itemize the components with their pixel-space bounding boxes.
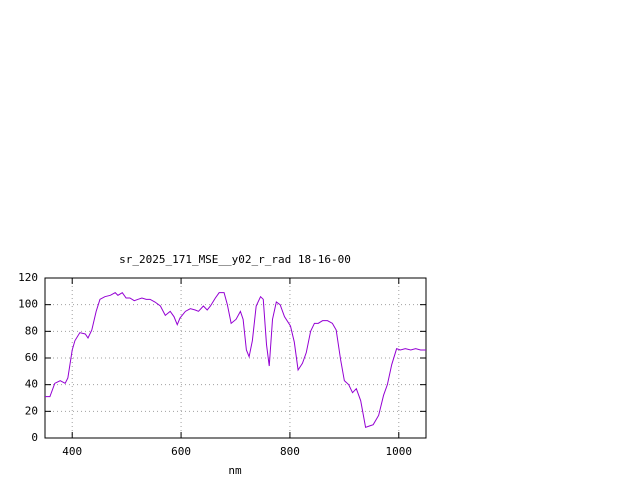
plot-border xyxy=(44,277,427,439)
x-tick-label: 1000 xyxy=(386,445,413,458)
x-tick-label: 400 xyxy=(62,445,82,458)
y-tick-label: 100 xyxy=(18,298,38,311)
x-tick-label: 800 xyxy=(280,445,300,458)
chart-title: sr_2025_171_MSE__y02_r_rad 18-16-00 xyxy=(119,253,351,266)
x-tick-label: 600 xyxy=(171,445,191,458)
y-tick-label: 20 xyxy=(25,404,38,417)
data-line xyxy=(45,292,426,428)
y-tick-label: 120 xyxy=(18,271,38,284)
y-tick-label: 40 xyxy=(25,378,38,391)
x-axis-label: nm xyxy=(228,464,242,477)
y-tick-label: 60 xyxy=(25,351,38,364)
y-tick-label: 0 xyxy=(31,431,38,444)
y-tick-label: 80 xyxy=(25,324,38,337)
